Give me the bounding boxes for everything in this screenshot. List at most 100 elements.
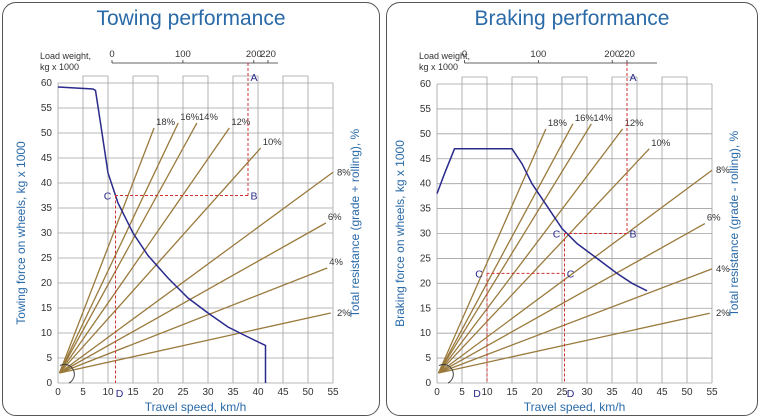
braking-resistance-line xyxy=(438,222,706,374)
towing-x-tick-label: 30 xyxy=(202,387,214,398)
braking-resistance-label: 8% xyxy=(716,165,730,176)
braking-load-scale-label: 100 xyxy=(530,49,546,60)
towing-resistance-line xyxy=(59,222,327,374)
braking-y-tick-label: 55 xyxy=(420,104,432,115)
towing-resistance-label: 12% xyxy=(231,117,251,128)
towing-point-label: A xyxy=(250,72,257,84)
braking-resistance-label: 12% xyxy=(625,118,645,129)
towing-x-tick-label: 5 xyxy=(80,387,86,398)
towing-load-scale-label: 220 xyxy=(260,49,276,60)
braking-resistance-label: 18% xyxy=(548,118,568,129)
towing-resistance-label: 2% xyxy=(337,308,351,319)
braking-y-tick-label: 40 xyxy=(420,179,432,190)
braking-x-tick-label: 40 xyxy=(631,387,643,398)
towing-x-tick-label: 25 xyxy=(177,387,189,398)
towing-x-tick-label: 55 xyxy=(327,387,339,398)
braking-origin-arc xyxy=(438,363,454,384)
braking-resistance-line xyxy=(438,169,713,374)
towing-load-scale-label: 200 xyxy=(246,49,262,60)
towing-y-tick-label: 20 xyxy=(41,278,53,289)
towing-resistance-line xyxy=(59,147,262,374)
towing-y-tick-label: 15 xyxy=(41,303,53,314)
towing-y-tick-label: 30 xyxy=(41,228,53,239)
braking-column-tab xyxy=(661,76,688,84)
braking-resistance-line xyxy=(437,123,592,374)
braking-y-tick-label: 15 xyxy=(420,303,432,314)
towing-y-tick-label: 0 xyxy=(46,378,52,389)
braking-x-tick-label: 25 xyxy=(556,387,568,398)
braking-x-tick-label: 15 xyxy=(506,387,518,398)
braking-resistance-line xyxy=(437,123,574,374)
braking-x-tick-label: 5 xyxy=(459,387,465,398)
braking-resistance-label: 2% xyxy=(716,308,730,319)
towing-resistance-line xyxy=(59,312,331,374)
braking-column-tab xyxy=(461,76,488,84)
towing-y-tick-label: 45 xyxy=(41,153,53,164)
braking-point-label: D xyxy=(473,388,481,400)
braking-resistance-line xyxy=(438,268,713,374)
braking-column-tab xyxy=(511,76,538,84)
braking-resistance-label: 16% xyxy=(575,113,595,124)
towing-y-tick-label: 40 xyxy=(41,178,53,189)
towing-load-scale-label: 100 xyxy=(175,49,191,60)
towing-y-tick-label: 10 xyxy=(41,328,53,339)
towing-y-axis-label: Towing force on wheels, kg x 1000 xyxy=(14,141,28,325)
braking-x-tick-label: 10 xyxy=(481,387,493,398)
braking-resistance-label: 4% xyxy=(716,264,730,275)
braking-performance-curve xyxy=(436,148,648,292)
braking-x-tick-label: 20 xyxy=(531,387,543,398)
towing-x-tick-label: 40 xyxy=(252,387,264,398)
braking-x-axis-label: Travel speed, km/h xyxy=(524,400,626,414)
braking-resistance-line xyxy=(438,312,710,374)
towing-column-tab xyxy=(82,75,109,83)
braking-resistance-label: 14% xyxy=(593,113,613,124)
braking-load-scale-label: 220 xyxy=(619,49,635,60)
braking-y-tick-label: 45 xyxy=(420,154,432,165)
towing-y2-axis-label: Total resistance (grade + rolling), % xyxy=(348,128,362,317)
towing-resistance-label: 8% xyxy=(337,167,351,178)
towing-resistance-line xyxy=(59,267,328,374)
braking-y-tick-label: 50 xyxy=(420,129,432,140)
towing-resistance-line xyxy=(59,171,334,374)
towing-x-tick-label: 45 xyxy=(277,387,289,398)
towing-column-tab xyxy=(132,75,159,83)
braking-y2-axis-label: Total resistance (grade - rolling), % xyxy=(727,130,741,316)
braking-y-tick-label: 60 xyxy=(420,79,432,90)
towing-performance-curve xyxy=(57,86,267,383)
braking-y-tick-label: 25 xyxy=(420,253,432,264)
braking-resistance-line xyxy=(437,128,624,374)
towing-y-tick-label: 50 xyxy=(41,128,53,139)
braking-x-tick-label: 0 xyxy=(434,387,440,398)
towing-resistance-label: 10% xyxy=(263,137,283,148)
braking-point-label: A xyxy=(629,72,636,84)
towing-y-tick-label: 5 xyxy=(46,353,52,364)
towing-resistance-label: 6% xyxy=(328,212,342,223)
braking-x-tick-label: 35 xyxy=(606,387,618,398)
braking-load-weight-unit: kg x 1000 xyxy=(419,62,458,72)
braking-y-axis-label: Braking force on wheels, kg x 1000 xyxy=(393,140,407,327)
braking-x-tick-label: 30 xyxy=(581,387,593,398)
towing-point-label: D xyxy=(116,388,124,400)
braking-point-label: D xyxy=(567,388,575,400)
towing-resistance-label: 16% xyxy=(180,112,200,123)
braking-y-tick-label: 30 xyxy=(420,229,432,240)
braking-y-tick-label: 35 xyxy=(420,204,432,215)
braking-column-tab xyxy=(611,76,638,84)
braking-load-weight-label: Load weight, xyxy=(419,51,470,61)
towing-y-tick-label: 25 xyxy=(41,253,53,264)
braking-point-label: C xyxy=(567,268,575,280)
braking-column-tab xyxy=(561,76,588,84)
braking-point-label: C xyxy=(475,268,483,280)
towing-x-tick-label: 35 xyxy=(227,387,239,398)
towing-resistance-label: 18% xyxy=(156,117,176,128)
towing-origin-arc xyxy=(59,363,75,384)
towing-column-tab xyxy=(182,75,209,83)
towing-performance-panel: Towing performance xyxy=(2,2,380,416)
braking-resistance-line xyxy=(438,148,650,374)
towing-load-scale-label: 0 xyxy=(109,49,114,60)
braking-x-tick-label: 45 xyxy=(656,387,668,398)
towing-chart-title: Towing performance xyxy=(96,7,286,30)
towing-x-tick-label: 15 xyxy=(127,387,139,398)
towing-resistance-line xyxy=(58,122,179,374)
